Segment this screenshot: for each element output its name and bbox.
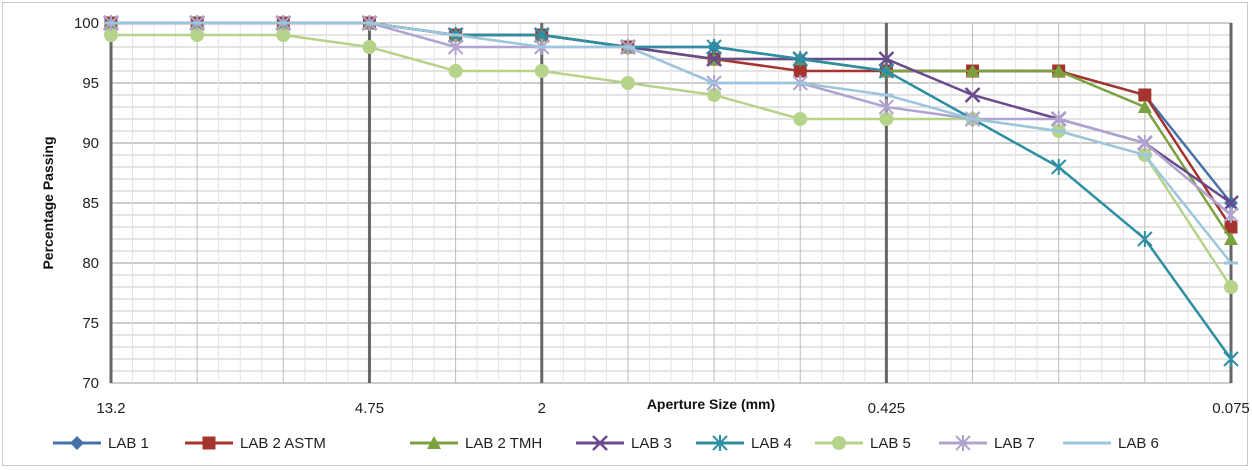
data-point: [447, 39, 464, 55]
series-lab-6: [104, 21, 1238, 265]
x-tick-label: 0.425: [868, 400, 906, 417]
data-point: [1224, 280, 1238, 294]
legend-label: LAB 6: [1118, 435, 1159, 452]
y-tick-label: 80: [82, 255, 99, 272]
y-tick-label: 70: [82, 375, 99, 392]
y-axis-title: Percentage Passing: [40, 136, 56, 269]
y-tick-label: 85: [82, 195, 99, 212]
data-point: [1137, 135, 1153, 151]
data-point: [620, 76, 635, 90]
y-tick-label: 100: [74, 15, 99, 32]
legend-label: LAB 2 TMH: [465, 435, 542, 452]
x-tick-label: 4.75: [355, 400, 384, 417]
x-axis-title: Aperture Size (mm): [647, 396, 775, 412]
legend-label: LAB 1: [108, 435, 149, 452]
grading-curve-chart: 70 75 80 85 90 95 100 13.2 4.75 2 0.425 0.075 Apertu…: [40, 15, 1249, 452]
y-tick-label: 75: [82, 315, 99, 332]
data-point: [878, 99, 895, 115]
legend-marker: [712, 435, 728, 451]
gridlines: [109, 22, 1233, 384]
x-tick-label: 0.075: [1212, 400, 1249, 417]
data-point: [706, 51, 722, 67]
legend-item: LAB 1: [53, 435, 149, 452]
data-point: [1050, 111, 1067, 127]
data-point: [1137, 100, 1152, 113]
data-point: [1223, 207, 1239, 223]
legend-marker: [202, 436, 216, 450]
data-point: [1223, 195, 1239, 211]
x-tick-label: 13.2: [96, 400, 125, 417]
data-point: [1137, 231, 1153, 247]
data-point: [276, 28, 291, 42]
legend-item: LAB 2 TMH: [410, 435, 542, 452]
data-point: [1224, 220, 1238, 234]
legend-marker: [592, 435, 608, 451]
data-point: [104, 28, 118, 42]
y-tick-label: 90: [82, 135, 99, 152]
legend-item: LAB 7: [939, 435, 1035, 452]
series-line-lab-6: [111, 21, 1232, 264]
legend-item: LAB 4: [696, 435, 792, 452]
legend-label: LAB 3: [631, 435, 672, 452]
legend-label: LAB 5: [870, 435, 911, 452]
data-point: [362, 40, 377, 54]
data-point: [878, 63, 895, 79]
legend-item: LAB 2 ASTM: [185, 435, 326, 452]
legend-item: LAB 3: [576, 435, 672, 452]
legend-item: LAB 6: [1063, 435, 1159, 452]
data-point: [965, 64, 980, 77]
legend-marker: [427, 436, 441, 449]
data-point: [1223, 351, 1239, 367]
data-point: [792, 51, 808, 67]
data-point: [706, 39, 722, 55]
legend-label: LAB 2 ASTM: [240, 435, 326, 452]
data-point: [879, 112, 894, 126]
data-point: [964, 87, 981, 103]
legend: LAB 1 LAB 2 ASTM LAB 2 TMH LAB 3 LAB 4 LAB 5 L…: [53, 435, 1159, 452]
data-point: [1138, 88, 1152, 102]
legend-marker: [70, 436, 84, 450]
x-tick-label: 2: [538, 400, 546, 417]
y-tick-label: 95: [82, 75, 99, 92]
data-point: [1050, 159, 1067, 175]
legend-marker: [955, 435, 971, 451]
data-point: [878, 51, 895, 67]
data-point: [448, 64, 463, 78]
data-point: [1051, 64, 1066, 77]
data-point: [793, 112, 808, 126]
data-point: [534, 64, 549, 78]
legend-label: LAB 4: [751, 435, 792, 452]
data-point: [190, 28, 205, 42]
legend-marker: [832, 436, 846, 450]
legend-item: LAB 5: [815, 435, 911, 452]
data-point: [707, 88, 722, 102]
data-point: [1224, 232, 1238, 245]
legend-label: LAB 7: [994, 435, 1035, 452]
data-point: [793, 64, 807, 78]
